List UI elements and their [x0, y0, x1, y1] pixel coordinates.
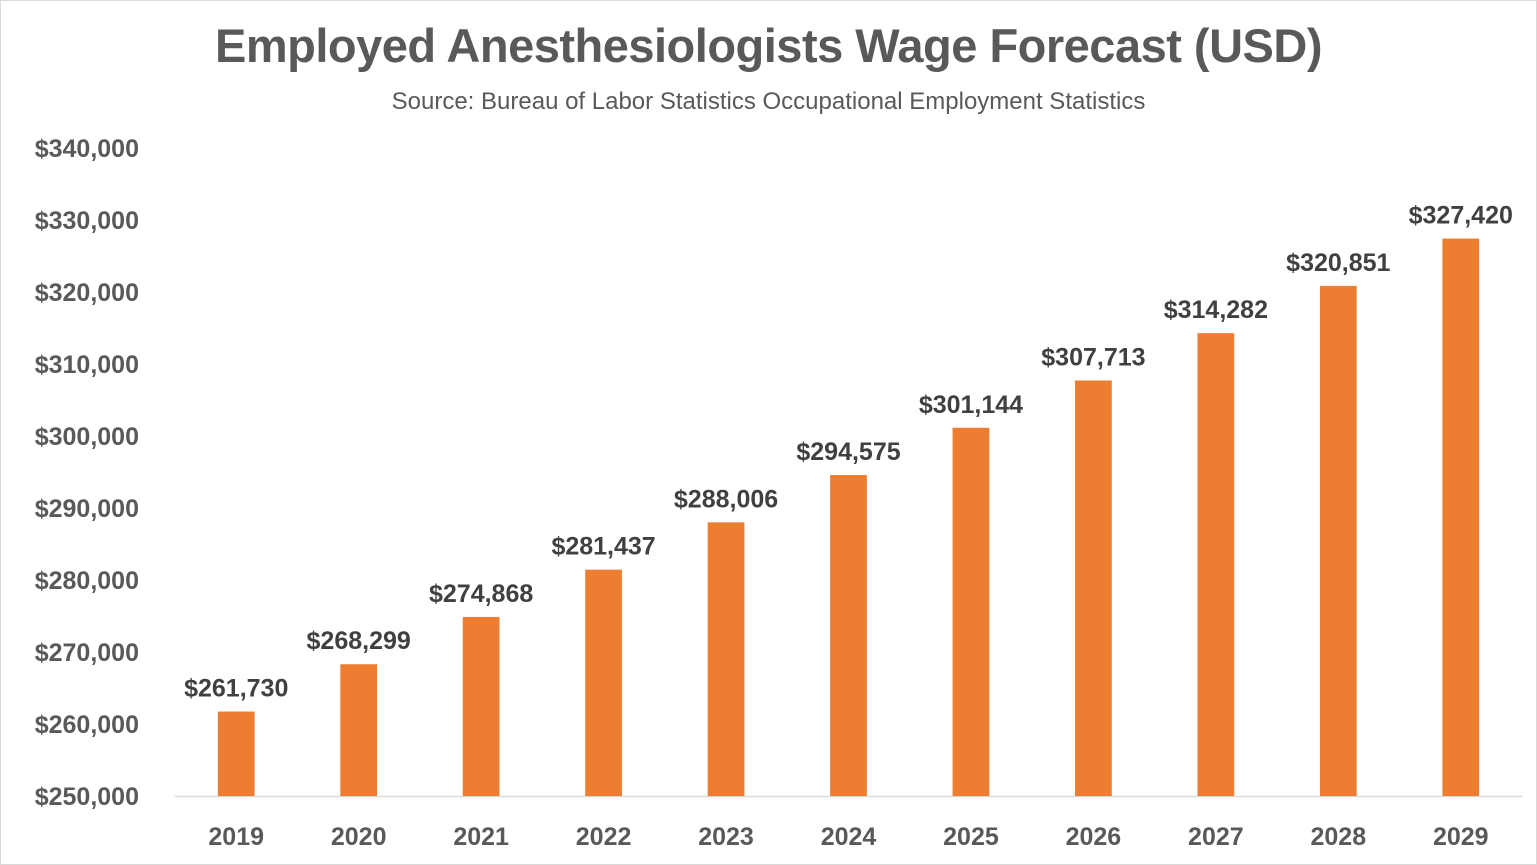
y-tick-label: $340,000: [35, 135, 139, 163]
x-tick-label: 2024: [821, 823, 877, 851]
y-tick-label: $260,000: [35, 711, 139, 739]
data-label: $327,420: [1409, 202, 1513, 230]
bar-2027: [1197, 333, 1235, 796]
data-labels-group: $261,730 $268,299 $274,868 $281,437 $288,006…: [184, 202, 1513, 703]
bar-2028: [1319, 285, 1357, 796]
bar-2026: [1075, 380, 1112, 796]
x-tick-label: 2020: [331, 823, 387, 851]
bar-2023: [707, 522, 745, 796]
x-tick-label: 2026: [1066, 823, 1122, 851]
data-label: $294,575: [796, 438, 900, 466]
x-tick-label: 2023: [698, 823, 754, 851]
data-label: $261,730: [184, 675, 288, 703]
y-tick-label: $330,000: [35, 207, 139, 235]
x-tick-label: 2028: [1311, 823, 1367, 851]
y-tick-label: $270,000: [35, 639, 139, 667]
bar-2024: [830, 475, 867, 796]
data-label: $268,299: [307, 627, 411, 655]
chart-title: Employed Anesthesiologists Wage Forecast…: [215, 19, 1322, 72]
x-tick-label: 2029: [1433, 823, 1489, 851]
bar-2020: [340, 664, 378, 796]
x-tick-label: 2022: [576, 823, 632, 851]
bar-2021: [462, 616, 500, 796]
bar-2019: [217, 711, 255, 796]
y-axis: $250,000 $260,000 $270,000 $280,000 $290,000…: [35, 135, 139, 811]
data-label: $288,006: [674, 485, 778, 513]
data-label: $281,437: [551, 533, 655, 561]
y-tick-label: $290,000: [35, 495, 139, 523]
y-tick-label: $250,000: [35, 783, 139, 811]
data-label: $274,868: [429, 580, 533, 608]
x-tick-label: 2025: [943, 823, 999, 851]
y-tick-label: $320,000: [35, 279, 139, 307]
x-tick-label: 2027: [1188, 823, 1244, 851]
y-tick-label: $310,000: [35, 351, 139, 379]
data-label: $320,851: [1286, 249, 1390, 277]
y-tick-label: $280,000: [35, 567, 139, 595]
y-tick-label: $300,000: [35, 423, 139, 451]
data-label: $301,144: [919, 391, 1023, 419]
data-label: $307,713: [1041, 343, 1145, 371]
bar-2022: [585, 569, 622, 796]
bars-group: [217, 238, 1480, 797]
data-label: $314,282: [1164, 296, 1268, 324]
bar-2025: [952, 427, 990, 796]
x-tick-label: 2019: [208, 823, 264, 851]
x-tick-label: 2021: [453, 823, 509, 851]
chart-subtitle: Source: Bureau of Labor Statistics Occup…: [391, 88, 1146, 115]
bar-2029: [1442, 238, 1480, 797]
x-axis: 2019 2020 2021 2022 2023 2024 2025 2026 2027 2028…: [208, 823, 1488, 851]
